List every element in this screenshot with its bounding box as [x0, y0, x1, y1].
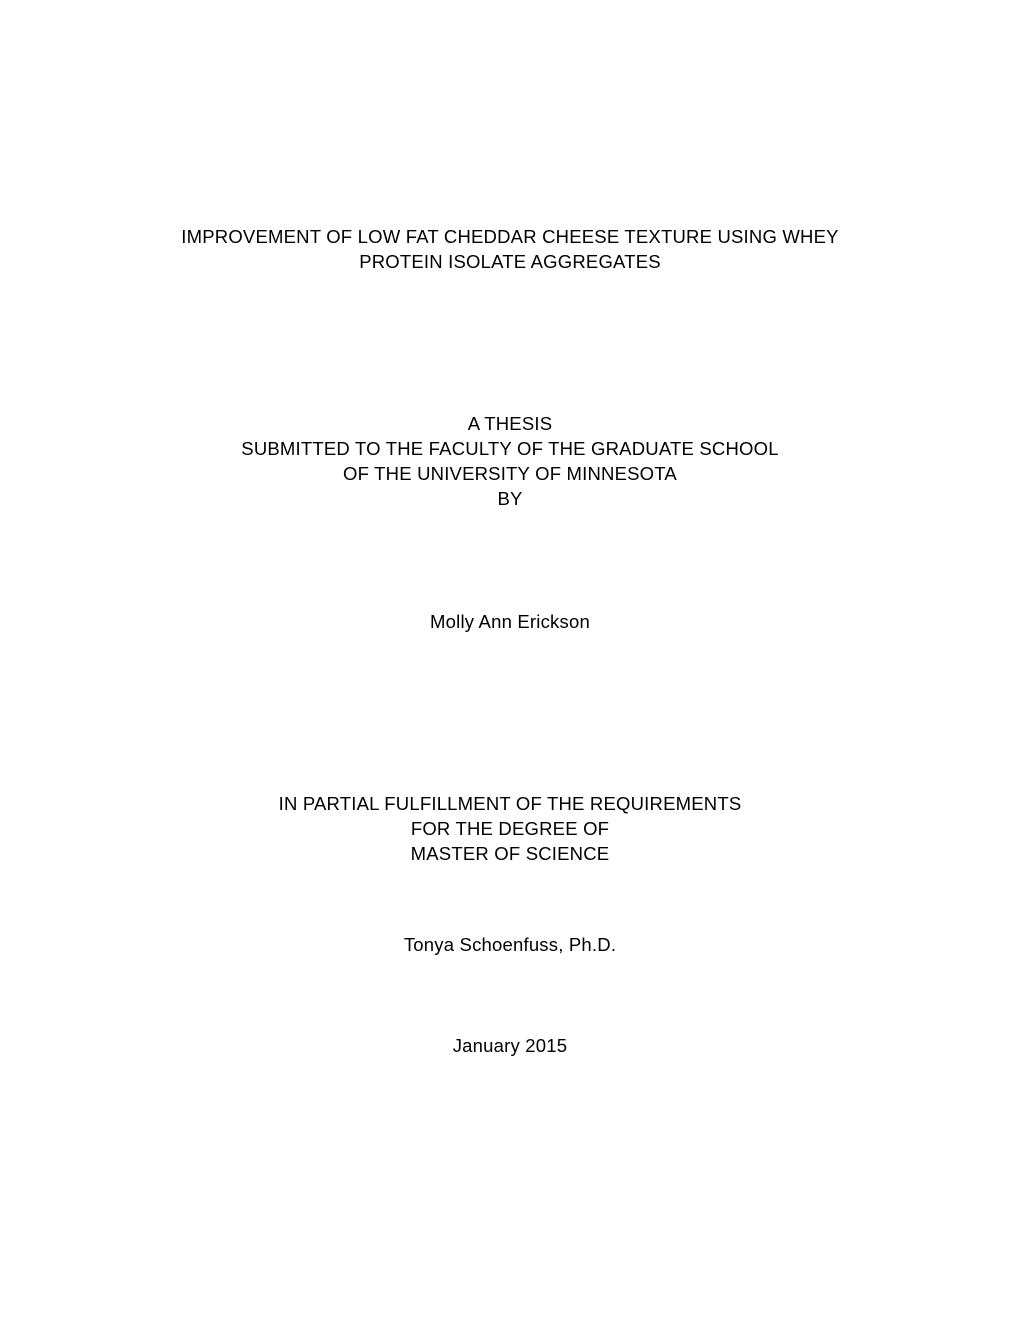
author-block: Molly Ann Erickson [0, 610, 1020, 635]
date-text: January 2015 [140, 1034, 880, 1059]
author-name: Molly Ann Erickson [140, 610, 880, 635]
title-line-1: IMPROVEMENT OF LOW FAT CHEDDAR CHEESE TE… [140, 225, 880, 250]
advisor-block: Tonya Schoenfuss, Ph.D. [0, 933, 1020, 958]
fulfillment-line-2: FOR THE DEGREE OF [140, 817, 880, 842]
thesis-line-3: OF THE UNIVERSITY OF MINNESOTA [140, 462, 880, 487]
advisor-name: Tonya Schoenfuss, Ph.D. [140, 933, 880, 958]
fulfillment-block: IN PARTIAL FULFILLMENT OF THE REQUIREMEN… [0, 792, 1020, 867]
date-block: January 2015 [0, 1034, 1020, 1059]
thesis-title-page: IMPROVEMENT OF LOW FAT CHEDDAR CHEESE TE… [0, 0, 1020, 1320]
thesis-line-1: A THESIS [140, 412, 880, 437]
thesis-line-2: SUBMITTED TO THE FACULTY OF THE GRADUATE… [140, 437, 880, 462]
thesis-line-4: BY [140, 487, 880, 512]
thesis-statement-block: A THESIS SUBMITTED TO THE FACULTY OF THE… [0, 412, 1020, 512]
fulfillment-line-1: IN PARTIAL FULFILLMENT OF THE REQUIREMEN… [140, 792, 880, 817]
fulfillment-line-3: MASTER OF SCIENCE [140, 842, 880, 867]
title-block: IMPROVEMENT OF LOW FAT CHEDDAR CHEESE TE… [0, 225, 1020, 275]
title-line-2: PROTEIN ISOLATE AGGREGATES [140, 250, 880, 275]
